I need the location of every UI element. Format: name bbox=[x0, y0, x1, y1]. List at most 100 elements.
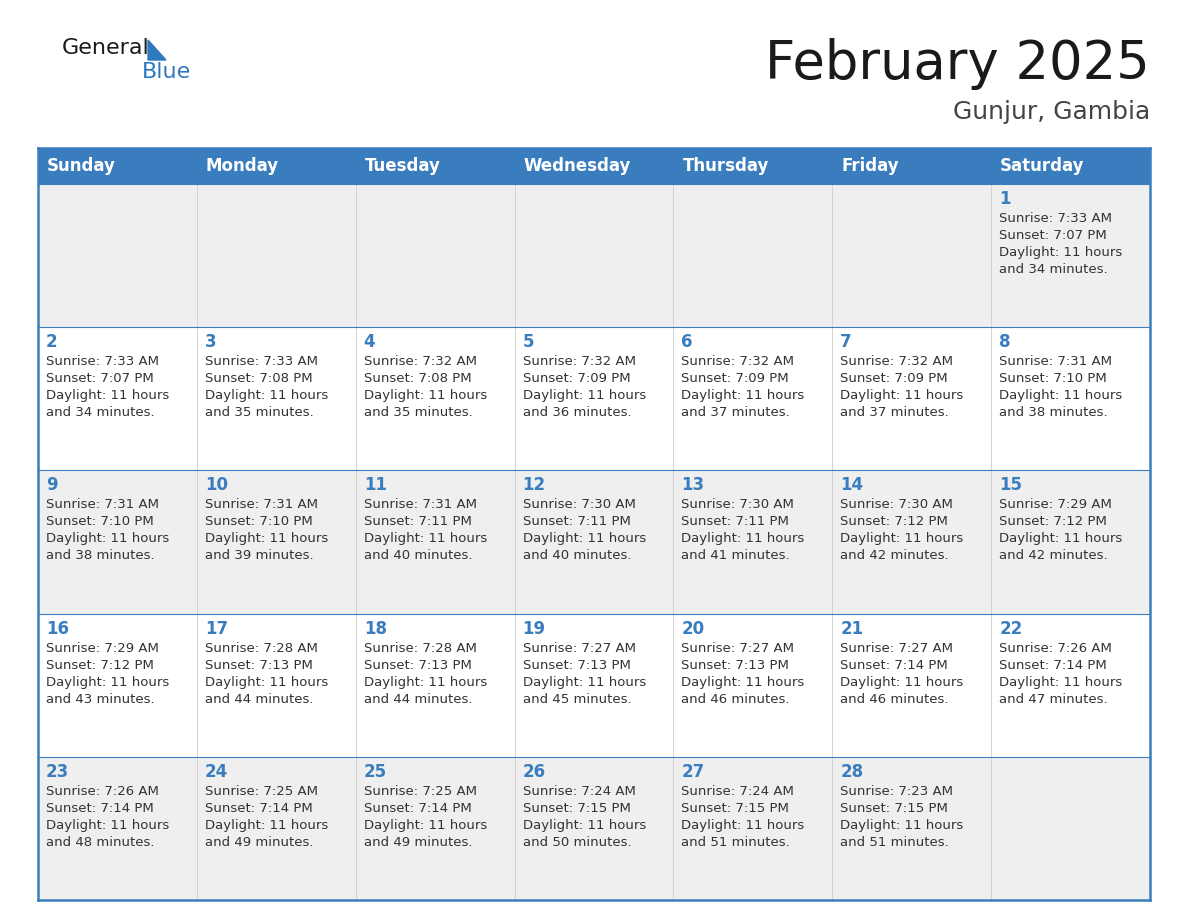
Text: Sunrise: 7:28 AM: Sunrise: 7:28 AM bbox=[204, 642, 317, 655]
Text: Sunrise: 7:29 AM: Sunrise: 7:29 AM bbox=[999, 498, 1112, 511]
Text: Daylight: 11 hours: Daylight: 11 hours bbox=[364, 819, 487, 832]
Bar bbox=[38, 148, 1150, 184]
Text: Sunrise: 7:30 AM: Sunrise: 7:30 AM bbox=[840, 498, 953, 511]
Text: 21: 21 bbox=[840, 620, 864, 638]
Text: 6: 6 bbox=[682, 333, 693, 352]
Text: Sunset: 7:10 PM: Sunset: 7:10 PM bbox=[46, 515, 153, 529]
Text: 15: 15 bbox=[999, 476, 1022, 495]
Text: Sunrise: 7:26 AM: Sunrise: 7:26 AM bbox=[46, 785, 159, 798]
Text: 20: 20 bbox=[682, 620, 704, 638]
Text: and 38 minutes.: and 38 minutes. bbox=[46, 549, 154, 563]
Text: Sunrise: 7:26 AM: Sunrise: 7:26 AM bbox=[999, 642, 1112, 655]
Text: and 51 minutes.: and 51 minutes. bbox=[682, 835, 790, 849]
Text: Sunset: 7:07 PM: Sunset: 7:07 PM bbox=[46, 372, 153, 386]
Text: Daylight: 11 hours: Daylight: 11 hours bbox=[840, 676, 963, 688]
Text: Daylight: 11 hours: Daylight: 11 hours bbox=[840, 532, 963, 545]
Text: 12: 12 bbox=[523, 476, 545, 495]
Text: Friday: Friday bbox=[841, 157, 899, 175]
Text: Sunrise: 7:24 AM: Sunrise: 7:24 AM bbox=[523, 785, 636, 798]
Text: and 42 minutes.: and 42 minutes. bbox=[840, 549, 949, 563]
Text: Wednesday: Wednesday bbox=[524, 157, 631, 175]
Text: and 37 minutes.: and 37 minutes. bbox=[840, 406, 949, 420]
Text: Sunset: 7:08 PM: Sunset: 7:08 PM bbox=[204, 372, 312, 386]
Text: Sunset: 7:15 PM: Sunset: 7:15 PM bbox=[840, 801, 948, 815]
Text: 1: 1 bbox=[999, 190, 1011, 208]
Text: Sunset: 7:11 PM: Sunset: 7:11 PM bbox=[364, 515, 472, 529]
Text: Daylight: 11 hours: Daylight: 11 hours bbox=[204, 389, 328, 402]
Text: Sunset: 7:07 PM: Sunset: 7:07 PM bbox=[999, 229, 1107, 242]
Text: Daylight: 11 hours: Daylight: 11 hours bbox=[999, 532, 1123, 545]
Text: Daylight: 11 hours: Daylight: 11 hours bbox=[682, 676, 804, 688]
Text: 11: 11 bbox=[364, 476, 387, 495]
Text: 10: 10 bbox=[204, 476, 228, 495]
Text: Sunset: 7:12 PM: Sunset: 7:12 PM bbox=[840, 515, 948, 529]
Text: and 40 minutes.: and 40 minutes. bbox=[364, 549, 472, 563]
Text: 7: 7 bbox=[840, 333, 852, 352]
Text: Sunrise: 7:27 AM: Sunrise: 7:27 AM bbox=[840, 642, 953, 655]
Text: 28: 28 bbox=[840, 763, 864, 781]
Text: Sunset: 7:12 PM: Sunset: 7:12 PM bbox=[999, 515, 1107, 529]
Text: Daylight: 11 hours: Daylight: 11 hours bbox=[46, 532, 169, 545]
Text: 19: 19 bbox=[523, 620, 545, 638]
Text: and 46 minutes.: and 46 minutes. bbox=[840, 692, 949, 706]
Bar bbox=[38, 756, 1150, 900]
Text: 27: 27 bbox=[682, 763, 704, 781]
Text: Sunset: 7:14 PM: Sunset: 7:14 PM bbox=[204, 801, 312, 815]
Text: Sunrise: 7:23 AM: Sunrise: 7:23 AM bbox=[840, 785, 953, 798]
Text: 5: 5 bbox=[523, 333, 535, 352]
Text: Daylight: 11 hours: Daylight: 11 hours bbox=[46, 389, 169, 402]
Text: 22: 22 bbox=[999, 620, 1023, 638]
Text: and 48 minutes.: and 48 minutes. bbox=[46, 835, 154, 849]
Text: Daylight: 11 hours: Daylight: 11 hours bbox=[523, 532, 646, 545]
Text: Sunset: 7:10 PM: Sunset: 7:10 PM bbox=[204, 515, 312, 529]
Text: Daylight: 11 hours: Daylight: 11 hours bbox=[204, 532, 328, 545]
Text: General: General bbox=[62, 38, 150, 58]
Text: and 46 minutes.: and 46 minutes. bbox=[682, 692, 790, 706]
Text: Sunset: 7:15 PM: Sunset: 7:15 PM bbox=[682, 801, 789, 815]
Text: Saturday: Saturday bbox=[1000, 157, 1085, 175]
Text: 4: 4 bbox=[364, 333, 375, 352]
Text: and 44 minutes.: and 44 minutes. bbox=[204, 692, 314, 706]
Text: and 49 minutes.: and 49 minutes. bbox=[364, 835, 472, 849]
Text: and 40 minutes.: and 40 minutes. bbox=[523, 549, 631, 563]
Text: and 37 minutes.: and 37 minutes. bbox=[682, 406, 790, 420]
Text: and 39 minutes.: and 39 minutes. bbox=[204, 549, 314, 563]
Text: Daylight: 11 hours: Daylight: 11 hours bbox=[204, 819, 328, 832]
Text: Sunset: 7:09 PM: Sunset: 7:09 PM bbox=[682, 372, 789, 386]
Text: 9: 9 bbox=[46, 476, 58, 495]
Text: Sunset: 7:10 PM: Sunset: 7:10 PM bbox=[999, 372, 1107, 386]
Text: 13: 13 bbox=[682, 476, 704, 495]
Text: Sunrise: 7:33 AM: Sunrise: 7:33 AM bbox=[46, 355, 159, 368]
Text: Sunset: 7:13 PM: Sunset: 7:13 PM bbox=[204, 658, 312, 672]
Text: Thursday: Thursday bbox=[682, 157, 769, 175]
Text: Sunday: Sunday bbox=[48, 157, 116, 175]
Bar bbox=[38, 613, 1150, 756]
Text: and 47 minutes.: and 47 minutes. bbox=[999, 692, 1107, 706]
Text: and 34 minutes.: and 34 minutes. bbox=[999, 263, 1107, 276]
Text: Sunset: 7:14 PM: Sunset: 7:14 PM bbox=[46, 801, 153, 815]
Text: and 42 minutes.: and 42 minutes. bbox=[999, 549, 1107, 563]
Text: Sunrise: 7:32 AM: Sunrise: 7:32 AM bbox=[840, 355, 953, 368]
Text: Sunset: 7:13 PM: Sunset: 7:13 PM bbox=[682, 658, 789, 672]
Text: and 50 minutes.: and 50 minutes. bbox=[523, 835, 631, 849]
Text: and 51 minutes.: and 51 minutes. bbox=[840, 835, 949, 849]
Text: Daylight: 11 hours: Daylight: 11 hours bbox=[364, 676, 487, 688]
Text: Sunrise: 7:27 AM: Sunrise: 7:27 AM bbox=[523, 642, 636, 655]
Text: Daylight: 11 hours: Daylight: 11 hours bbox=[46, 676, 169, 688]
Text: Sunrise: 7:31 AM: Sunrise: 7:31 AM bbox=[999, 355, 1112, 368]
Text: Sunset: 7:15 PM: Sunset: 7:15 PM bbox=[523, 801, 631, 815]
Text: Daylight: 11 hours: Daylight: 11 hours bbox=[46, 819, 169, 832]
Text: Gunjur, Gambia: Gunjur, Gambia bbox=[953, 100, 1150, 124]
Text: Monday: Monday bbox=[206, 157, 279, 175]
Text: Daylight: 11 hours: Daylight: 11 hours bbox=[204, 676, 328, 688]
Text: 8: 8 bbox=[999, 333, 1011, 352]
Text: Sunrise: 7:28 AM: Sunrise: 7:28 AM bbox=[364, 642, 476, 655]
Text: and 36 minutes.: and 36 minutes. bbox=[523, 406, 631, 420]
Text: Tuesday: Tuesday bbox=[365, 157, 441, 175]
Text: Daylight: 11 hours: Daylight: 11 hours bbox=[682, 819, 804, 832]
Text: Sunset: 7:11 PM: Sunset: 7:11 PM bbox=[682, 515, 789, 529]
Text: Sunrise: 7:32 AM: Sunrise: 7:32 AM bbox=[364, 355, 476, 368]
Text: 14: 14 bbox=[840, 476, 864, 495]
Text: 2: 2 bbox=[46, 333, 58, 352]
Bar bbox=[38, 184, 1150, 327]
